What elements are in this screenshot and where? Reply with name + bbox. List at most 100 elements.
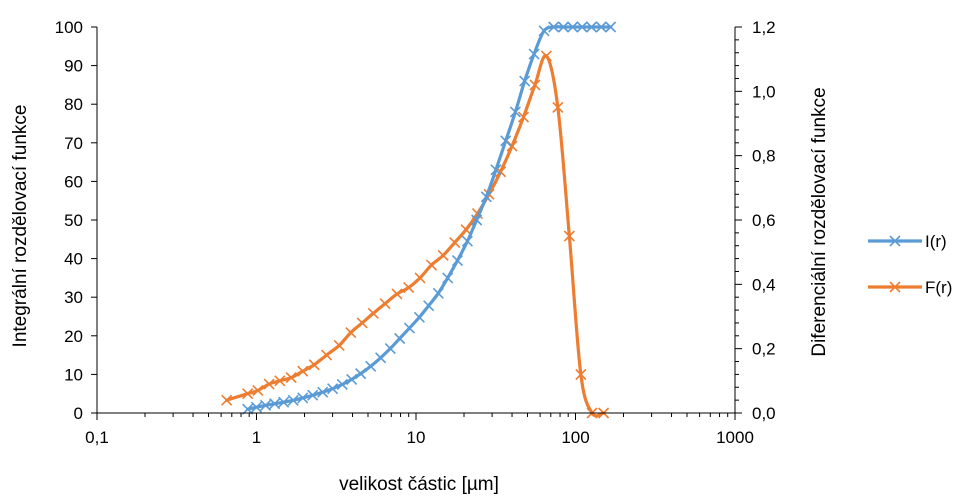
data-point-fr	[321, 349, 333, 361]
marker-stroke	[221, 394, 233, 406]
marker-stroke	[563, 230, 575, 242]
left-y-axis-title: Integrální rozdělovací funkce	[10, 105, 31, 348]
marker-stroke	[242, 388, 254, 400]
data-point-ir	[442, 272, 454, 284]
marker-stroke	[437, 249, 449, 261]
legend: I(r) F(r)	[868, 232, 952, 297]
marker-stroke	[423, 300, 435, 312]
right-y-tick-label: 0,6	[752, 211, 776, 230]
data-point-ir	[307, 389, 319, 401]
series-line-ir	[246, 25, 613, 411]
legend-item-ir: I(r)	[868, 232, 947, 251]
marker-stroke	[506, 140, 518, 152]
data-point-fr	[367, 307, 379, 319]
series-fr	[221, 50, 610, 419]
data-point-fr	[308, 359, 320, 371]
data-point-ir	[375, 352, 387, 364]
legend-label: I(r)	[925, 232, 947, 251]
marker-stroke	[274, 375, 286, 387]
data-point-ir	[250, 401, 263, 413]
x-tick-label: 10	[407, 428, 426, 447]
data-point-fr	[517, 111, 530, 123]
data-point-fr	[414, 272, 426, 284]
data-point-ir	[269, 398, 281, 410]
marker-stroke	[517, 111, 530, 123]
data-point-fr	[403, 281, 415, 294]
x-tick-label: 100	[561, 428, 589, 447]
data-point-ir	[509, 106, 521, 118]
right-y-axis-title: Diferenciální rozdělovací funkce	[809, 87, 830, 356]
x-tick-label: 1000	[716, 428, 754, 447]
marker-stroke	[451, 254, 464, 267]
data-point-fr	[506, 140, 518, 152]
left-y-tick-label: 100	[55, 18, 83, 37]
data-point-fr	[391, 288, 403, 300]
data-point-fr	[356, 317, 368, 329]
marker-stroke	[355, 368, 367, 380]
left-y-tick-label: 80	[64, 95, 83, 114]
marker-stroke	[461, 235, 473, 247]
marker-stroke	[538, 25, 550, 37]
data-point-fr	[274, 375, 286, 387]
marker-stroke	[449, 236, 461, 249]
data-point-fr	[529, 79, 541, 91]
marker-stroke	[460, 224, 472, 236]
marker-stroke	[557, 21, 569, 33]
data-point-ir	[548, 21, 560, 33]
marker-stroke	[595, 21, 607, 33]
marker-stroke	[500, 135, 512, 147]
marker-stroke	[509, 106, 521, 118]
marker-stroke	[528, 48, 540, 60]
data-point-ir	[605, 21, 617, 33]
marker-stroke	[242, 403, 254, 415]
x-tick-label: 1	[252, 428, 261, 447]
marker-stroke	[260, 399, 272, 411]
marker-stroke	[471, 214, 483, 226]
data-point-fr	[333, 339, 345, 352]
data-point-fr	[437, 249, 449, 261]
marker-stroke	[540, 50, 552, 62]
data-point-ir	[480, 191, 492, 203]
data-point-ir	[327, 383, 339, 395]
right-y-tick-label: 1,2	[752, 18, 776, 37]
marker-stroke	[278, 396, 290, 408]
data-point-ir	[471, 214, 483, 226]
series-ir	[242, 21, 617, 415]
data-point-ir	[242, 403, 254, 415]
right-y-tick-label: 0,2	[752, 340, 776, 359]
left-y-tick-label: 60	[64, 172, 83, 191]
marker-stroke	[403, 322, 416, 334]
marker-stroke	[336, 378, 348, 391]
data-point-ir	[403, 322, 416, 334]
left-y-tick-label: 50	[64, 211, 83, 230]
data-point-ir	[557, 21, 569, 33]
marker-stroke	[548, 21, 560, 33]
marker-stroke	[269, 398, 281, 410]
left-y-tick-label: 10	[64, 365, 83, 384]
data-point-fr	[297, 365, 309, 377]
data-point-ir	[423, 300, 435, 312]
left-y-tick-label: 0	[74, 404, 83, 423]
marker-stroke	[519, 75, 531, 87]
data-point-fr	[252, 384, 264, 397]
marker-stroke	[250, 401, 263, 413]
marker-stroke	[356, 317, 368, 329]
marker-stroke	[529, 79, 541, 91]
data-point-fr	[540, 50, 552, 62]
marker-stroke	[317, 386, 329, 398]
data-point-ir	[384, 342, 396, 355]
right-y-tick-label: 0,0	[752, 404, 776, 423]
data-point-fr	[345, 327, 357, 339]
data-point-ir	[451, 254, 464, 267]
data-point-ir	[278, 396, 290, 408]
marker-stroke	[333, 339, 345, 352]
data-point-ir	[595, 21, 607, 33]
data-point-ir	[432, 287, 444, 299]
marker-stroke	[413, 311, 425, 323]
marker-stroke	[403, 281, 415, 294]
data-point-fr	[242, 388, 254, 400]
data-point-ir	[500, 135, 512, 147]
data-point-ir	[490, 164, 502, 176]
marker-stroke	[379, 298, 391, 310]
